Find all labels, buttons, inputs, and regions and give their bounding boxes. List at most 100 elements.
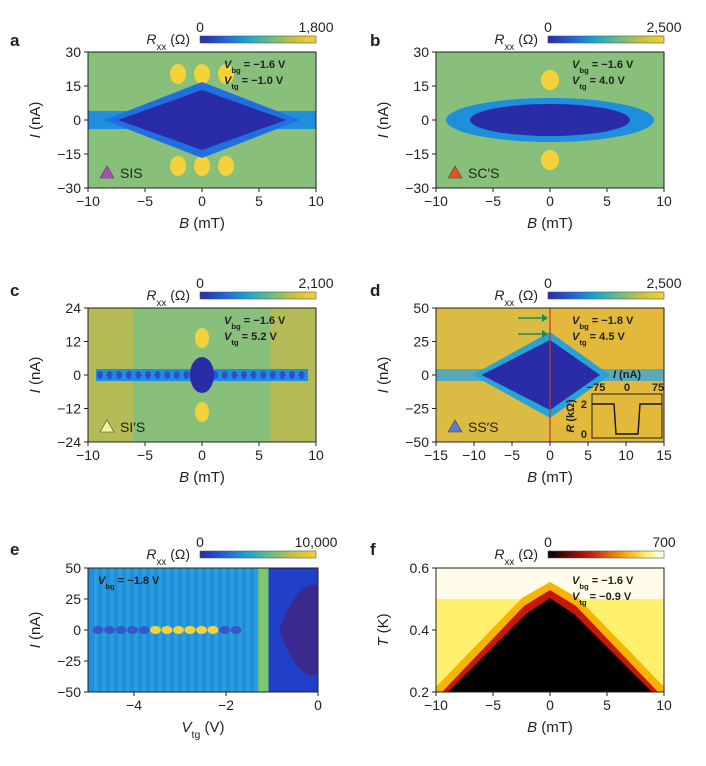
y-tick-label: 50: [65, 560, 81, 576]
gate-voltage-label: Vtg = 4.0 V: [572, 75, 625, 91]
x-tick-label: 5: [603, 697, 611, 713]
inset-x-tick: 0: [624, 382, 630, 394]
colorbar-gradient: [547, 550, 665, 559]
x-axis: −4 −2 0 Vtg (V): [126, 692, 322, 741]
x-axis-title: B (mT): [179, 469, 225, 486]
inset-y-tick: 0: [581, 429, 587, 441]
inset-curve: [592, 403, 662, 435]
y-tick-label: −12: [57, 401, 81, 417]
y-tick-label: 0: [73, 112, 81, 128]
y-axis-title: I (nA): [27, 357, 44, 394]
inset-x-tick: −75: [587, 382, 606, 394]
x-axis: −10 −5 0 5 10 B (mT): [76, 442, 324, 486]
panel-letter: a: [10, 31, 20, 50]
x-axis: −15 −10 −5 0 5 10 15 B (mT): [424, 442, 672, 486]
x-tick-label: −10: [462, 447, 486, 463]
x-tick-label: −10: [76, 193, 100, 209]
colorbar-label: Rxx (Ω): [146, 546, 190, 568]
x-tick-label: 0: [546, 193, 554, 209]
y-axis: 30 15 0 −15 −30 I (nA): [375, 44, 436, 196]
colorbar-max: 700: [652, 534, 676, 550]
colorbar: Rxx (Ω) 0 2,500: [494, 275, 681, 309]
colorbar-max: 10,000: [295, 534, 338, 550]
x-tick-label: −10: [424, 697, 448, 713]
colorbar-gradient: [199, 550, 317, 559]
heatmap-b: [436, 52, 664, 188]
gate-voltage-label: Vtg = 5.2 V: [224, 331, 277, 347]
colorbar-max: 1,800: [298, 19, 333, 35]
junction-marker: [99, 419, 115, 433]
x-tick-label: 0: [314, 697, 322, 713]
gate-voltage-label: Vbg = −1.6 V: [224, 315, 286, 331]
y-tick-label: 0.2: [410, 684, 430, 700]
panel-b: b Rxx (Ω) 0 2,500 −10 −5 0 5 10 B (mT) 30 15 0 −15 −30…: [370, 19, 682, 232]
y-tick-label: −25: [57, 653, 81, 669]
junction-marker: [99, 165, 115, 179]
y-tick-label: 0: [421, 112, 429, 128]
y-tick-label: 50: [413, 300, 429, 316]
y-tick-label: −24: [57, 434, 81, 450]
panel-letter: e: [10, 540, 19, 559]
x-tick-label: 0: [546, 697, 554, 713]
y-tick-label: 12: [65, 334, 81, 350]
y-tick-label: −50: [57, 684, 81, 700]
panel-c: c Rxx (Ω) 0 2,100 −10 −5 0 5 10 B (mT) 24 12 0 −12 −24…: [10, 275, 334, 486]
x-tick-label: −5: [485, 193, 501, 209]
colorbar-gradient: [547, 35, 665, 44]
colorbar-min: 0: [196, 275, 204, 291]
x-tick-label: −5: [485, 697, 501, 713]
y-tick-label: 30: [65, 44, 81, 60]
heatmap-a: [88, 52, 316, 188]
switching-arrowhead: [542, 330, 548, 338]
x-tick-label: −10: [76, 447, 100, 463]
y-axis: 0.6 0.4 0.2 T (K): [375, 560, 436, 700]
colorbar-min: 0: [544, 275, 552, 291]
y-axis: 24 12 0 −12 −24 I (nA): [27, 300, 88, 450]
junction-marker: [447, 419, 463, 433]
colorbar-min: 0: [544, 534, 552, 550]
x-axis: −10 −5 0 5 10 B (mT): [424, 692, 672, 736]
junction-tag: SIS: [99, 165, 143, 181]
panel-a: a Rxx (Ω) 0 1,800 −10 −5 0 5 10 B (mT) 30 15 0 −15 −30…: [10, 19, 334, 232]
y-axis-title: I (nA): [375, 102, 392, 139]
x-tick-label: −5: [504, 447, 520, 463]
colorbar: Rxx (Ω) 0 2,500: [494, 19, 681, 53]
colorbar-gradient: [199, 35, 317, 44]
colorbar-label: Rxx (Ω): [494, 287, 538, 309]
colorbar-max: 2,500: [646, 19, 681, 35]
y-tick-label: 0.4: [410, 622, 430, 638]
x-tick-label: 5: [603, 193, 611, 209]
x-tick-label: −2: [218, 697, 234, 713]
panel-f: f Rxx (Ω) 0 700 −10 −5 0 5 10 B (mT) 0.6 0.4 0.2 T (K…: [370, 534, 676, 736]
x-tick-label: −15: [424, 447, 448, 463]
inset-x-title: I (nA): [613, 369, 641, 381]
x-axis-title: B (mT): [527, 469, 573, 486]
y-tick-label: 30: [413, 44, 429, 60]
x-tick-label: 5: [584, 447, 592, 463]
junction-tag: SS′S: [447, 419, 499, 435]
y-tick-label: 0: [73, 622, 81, 638]
x-tick-label: 0: [198, 193, 206, 209]
junction-tag: SC′S: [447, 165, 499, 181]
x-tick-label: 10: [656, 697, 672, 713]
gate-voltage-label: Vbg = −1.6 V: [224, 59, 286, 75]
x-tick-label: 5: [255, 447, 263, 463]
inset-y-tick: 2: [581, 399, 587, 411]
panel-letter: c: [10, 281, 19, 300]
gate-voltage-label: Vbg = −1.6 V: [572, 59, 634, 75]
y-tick-label: 0: [73, 367, 81, 383]
junction-label: SC′S: [468, 165, 499, 181]
colorbar-label: Rxx (Ω): [146, 31, 190, 53]
inset: I (nA) −75 0 75 2 0 R (kΩ): [518, 314, 664, 441]
junction-label: SIS: [120, 165, 143, 181]
gate-voltage-label: Vtg = 4.5 V: [572, 331, 625, 347]
colorbar: Rxx (Ω) 0 700: [494, 534, 676, 568]
y-axis: 50 25 0 −25 −50 I (nA): [27, 560, 88, 700]
colorbar: Rxx (Ω) 0 10,000: [146, 534, 337, 568]
heatmap-c: [88, 308, 316, 442]
panel-e: e Rxx (Ω) 0 10,000 −4 −2 0 Vtg (V) 50 25 0 −25 −50 I …: [10, 534, 338, 741]
colorbar-min: 0: [544, 19, 552, 35]
y-tick-label: 15: [413, 78, 429, 94]
switching-arrowhead: [542, 314, 548, 322]
